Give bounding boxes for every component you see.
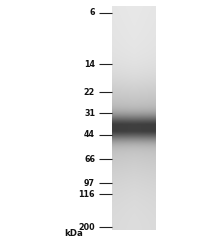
Text: 14: 14 xyxy=(84,60,95,69)
Text: 66: 66 xyxy=(84,155,95,164)
Text: 44: 44 xyxy=(84,130,95,139)
Text: 31: 31 xyxy=(84,109,95,118)
Text: 97: 97 xyxy=(84,179,95,188)
Text: 200: 200 xyxy=(78,223,95,232)
Text: 6: 6 xyxy=(90,8,95,17)
Text: 116: 116 xyxy=(79,190,95,198)
Text: kDa: kDa xyxy=(64,229,83,239)
Text: 22: 22 xyxy=(84,88,95,97)
